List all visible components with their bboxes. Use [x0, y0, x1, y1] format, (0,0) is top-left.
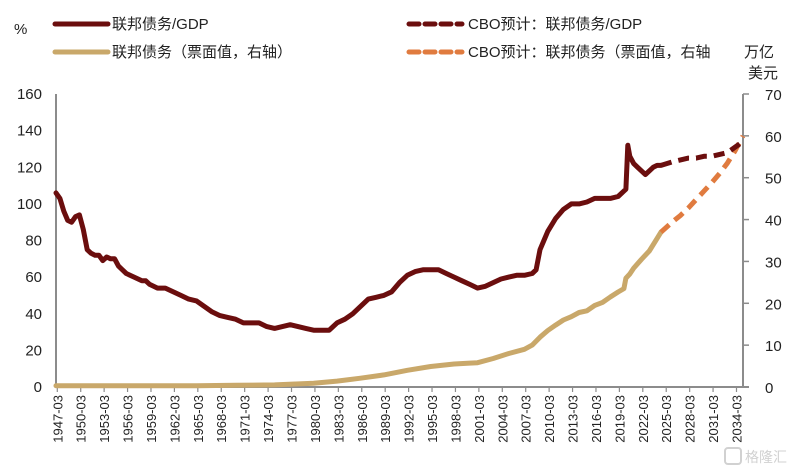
legend-label-cbo-debt-nominal: CBO预计：联邦债务（票面值，右轴 — [468, 44, 711, 61]
left-y-tick-label: 40 — [25, 306, 42, 323]
x-tick-label: 1968-03 — [214, 395, 229, 443]
watermark: 格隆汇 — [724, 447, 787, 466]
x-tick-label: 1983-03 — [331, 395, 346, 443]
x-tick-label: 1947-03 — [50, 395, 65, 443]
left-y-tick-label: 80 — [25, 233, 42, 250]
series-group — [53, 134, 746, 389]
left-y-tick-label: 140 — [17, 123, 42, 140]
x-tick-label: 2028-03 — [683, 395, 698, 443]
x-tick-label: 1980-03 — [308, 395, 323, 443]
series-line-1 — [660, 139, 745, 168]
x-tick-label: 1965-03 — [191, 395, 206, 443]
right-y-tick-label: 20 — [765, 296, 782, 313]
left-y-tick-label: 60 — [25, 269, 42, 286]
right-y-tick-label: 50 — [765, 171, 782, 188]
x-tick-label: 1953-03 — [97, 395, 112, 443]
right-y-tick-label: 30 — [765, 254, 782, 271]
x-tick-label: 2007-03 — [519, 395, 534, 443]
x-tick-label: 1986-03 — [355, 395, 370, 443]
legend-label-debt-gdp: 联邦债务/GDP — [112, 16, 209, 33]
watermark-logo-icon — [724, 447, 742, 465]
right-axis-unit-line2: 美元 — [748, 65, 778, 82]
left-y-tick-label: 160 — [17, 86, 42, 103]
x-tick-label: 1989-03 — [378, 395, 393, 443]
right-y-tick-label: 40 — [765, 213, 782, 230]
x-tick-label: 1974-03 — [261, 395, 276, 443]
x-tick-label: 2025-03 — [659, 395, 674, 443]
watermark-text: 格隆汇 — [745, 450, 787, 466]
right-y-tick-label: 60 — [765, 129, 782, 146]
x-tick-label: 2004-03 — [495, 395, 510, 443]
series-line-3 — [659, 134, 746, 234]
series-line-0 — [53, 142, 664, 333]
x-tick-label: 1998-03 — [448, 395, 463, 443]
x-tick-label: 1962-03 — [167, 395, 182, 443]
right-y-tick-label: 10 — [765, 338, 782, 355]
x-tick-label: 1956-03 — [121, 395, 136, 443]
right-axis-unit-line1: 万亿 — [744, 44, 774, 61]
x-tick-label: 2031-03 — [706, 395, 721, 443]
x-tick-label: 1992-03 — [402, 395, 417, 443]
x-tick-label: 2013-03 — [566, 395, 581, 443]
left-y-tick-label: 20 — [25, 342, 42, 359]
legend-label-cbo-debt-gdp: CBO预计：联邦债务/GDP — [468, 16, 642, 33]
x-tick-label: 1959-03 — [144, 395, 159, 443]
right-y-tick-label: 70 — [765, 87, 782, 104]
x-tick-label: 2034-03 — [729, 395, 744, 443]
x-tick-label: 2001-03 — [472, 395, 487, 443]
left-y-tick-label: 100 — [17, 196, 42, 213]
x-tick-label: 1977-03 — [285, 395, 300, 443]
legend-label-debt-nominal: 联邦债务（票面值，右轴） — [112, 44, 292, 61]
right-y-tick-label: 0 — [765, 380, 773, 397]
legend: 联邦债务/GDP 联邦债务（票面值，右轴） CBO预计：联邦债务/GDP CBO… — [52, 16, 711, 61]
x-tick-label: 1971-03 — [238, 395, 253, 443]
x-tick-label: 2022-03 — [636, 395, 651, 443]
left-y-tick-label: 120 — [17, 159, 42, 176]
x-tick-label: 2019-03 — [612, 395, 627, 443]
x-tick-label: 2010-03 — [542, 395, 557, 443]
axes: 0 20 40 60 80 100 120 140 160 0 10 20 30 40 50 60 70 1947… — [17, 86, 782, 443]
x-tick-label: 2016-03 — [589, 395, 604, 443]
x-tick-label: 1950-03 — [74, 395, 89, 443]
left-y-tick-label: 0 — [34, 379, 42, 396]
left-axis-unit: % — [14, 21, 27, 38]
x-tick-label: 1995-03 — [425, 395, 440, 443]
series-line-2 — [53, 229, 664, 389]
